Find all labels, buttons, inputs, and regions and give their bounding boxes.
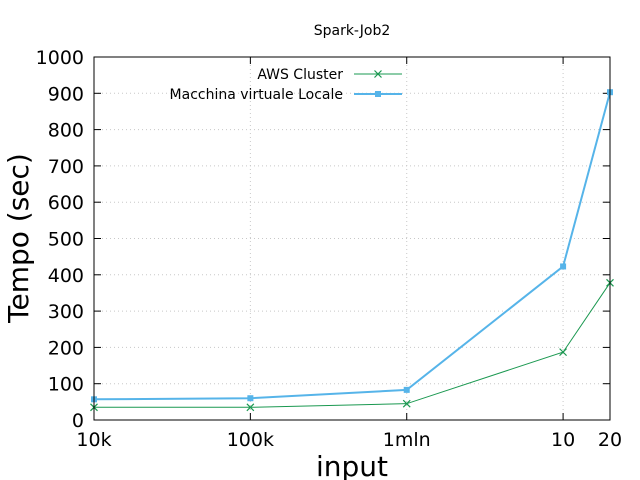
series-line-1 (93, 91, 611, 401)
data-point-1-3 (560, 263, 567, 270)
x-axis-label: input (316, 450, 388, 480)
legend-label-macchina-virtuale-locale: Macchina virtuale Locale (170, 87, 343, 103)
marker-stroke (402, 399, 411, 408)
grid-lines (94, 57, 610, 420)
y-axis-ticks: 0 100 200 300 400 500 600 700 800 900 1000 (36, 47, 610, 432)
y-tick-label: 900 (48, 83, 84, 105)
y-tick-label: 100 (48, 374, 84, 396)
marker-stroke (374, 70, 382, 78)
y-tick-label: 400 (48, 265, 84, 287)
data-point-0-1 (246, 403, 255, 412)
legend: AWS Cluster Macchina virtuale Locale (170, 67, 402, 103)
data-point-0-3 (559, 348, 568, 357)
y-tick-label: 0 (72, 410, 84, 432)
chart-title: Spark-Job2 (314, 23, 391, 39)
y-tick-label: 800 (48, 120, 84, 142)
series-group (90, 89, 614, 412)
y-tick-label: 500 (48, 229, 84, 251)
marker-stroke (559, 348, 568, 357)
marker-stroke (246, 403, 255, 412)
legend-sample-marker-1 (375, 91, 381, 97)
x-tick-label: 10 (551, 429, 575, 451)
y-tick-label: 600 (48, 192, 84, 214)
y-tick-label: 700 (48, 156, 84, 178)
x-tick-label: 1mln (383, 429, 431, 451)
y-axis-label: Tempo (sec) (2, 153, 35, 324)
data-point-1-2 (403, 386, 410, 393)
x-tick-label: 100k (227, 429, 274, 451)
legend-sample-marker-0 (374, 70, 382, 78)
y-tick-label: 1000 (36, 47, 84, 69)
x-axis-ticks: 10k 100k 1mln 10 20 (76, 57, 622, 451)
data-point-0-2 (402, 399, 411, 408)
legend-label-aws-cluster: AWS Cluster (257, 67, 343, 83)
y-tick-label: 300 (48, 301, 84, 323)
series-line-0 (94, 282, 611, 408)
plot-border (93, 56, 611, 421)
y-tick-label: 200 (48, 337, 84, 359)
x-tick-label: 10k (76, 429, 111, 451)
x-tick-label: 20 (598, 429, 622, 451)
data-point-1-1 (247, 395, 254, 402)
